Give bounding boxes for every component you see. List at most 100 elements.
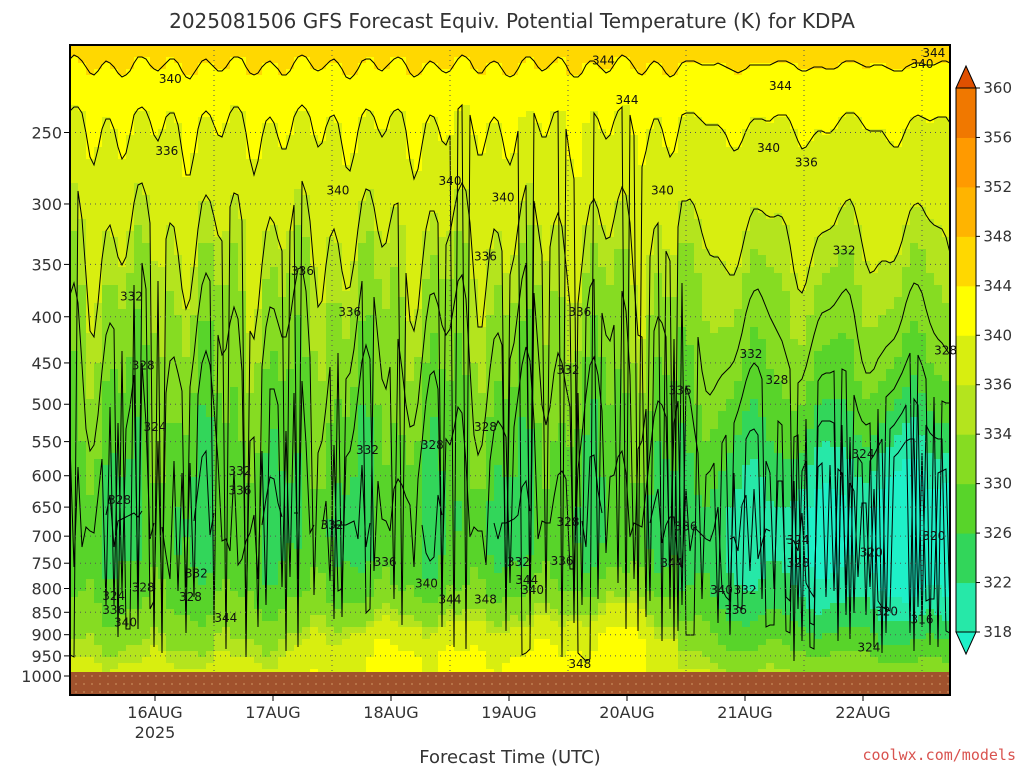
colorbar-label: 344 — [983, 277, 1012, 295]
contour-label: 340 — [651, 184, 674, 198]
colorbar-label: 326 — [983, 524, 1012, 542]
colorbar-label: 356 — [983, 128, 1012, 146]
contour-label: 344 — [214, 611, 237, 625]
contour-label: 332 — [507, 555, 530, 569]
contour-label: 340 — [159, 72, 182, 86]
contour-label: 332 — [739, 347, 762, 361]
contour-label: 340 — [114, 615, 137, 629]
colorbar: 318 322 326 330 334 336 340 344 348 352 356 360 — [955, 64, 1012, 656]
contour-label: 348 — [568, 657, 591, 671]
x-tick-sublabel: 2025 — [135, 723, 176, 742]
contour-label: 324 — [102, 589, 125, 603]
contour-label: 328 — [132, 359, 155, 373]
y-tick-label: 1000 — [21, 667, 62, 686]
x-tick-label: 21AUG — [717, 703, 772, 722]
contour-label: 320 — [860, 546, 883, 560]
colorbar-under-arrow — [955, 631, 977, 656]
contour-label: 340 — [757, 141, 780, 155]
contour-label: 344 — [592, 53, 615, 67]
contour-label: 336 — [568, 305, 591, 319]
ground-fill — [70, 672, 950, 695]
colorbar-segment — [956, 335, 976, 386]
contour-label: 336 — [669, 384, 692, 398]
y-tick-label: 950 — [31, 647, 62, 666]
colorbar-label: 360 — [983, 79, 1012, 97]
contour-label: 340 — [492, 190, 515, 204]
contour-label: 344 — [439, 593, 462, 607]
contour-label: 332 — [321, 518, 344, 532]
contour-label: 320 — [922, 529, 945, 543]
contour-label: 332 — [229, 464, 252, 478]
contour-label: 336 — [675, 520, 698, 534]
contour-label: 332 — [833, 244, 856, 258]
contour-label: 328 — [557, 515, 580, 529]
y-tick-label: 850 — [31, 603, 62, 622]
y-tick-label: 900 — [31, 626, 62, 645]
contour-label: 336 — [474, 249, 497, 263]
contour-label: 344 — [660, 556, 683, 570]
contour-label: 332 — [120, 290, 143, 304]
contour-label: 340 — [439, 174, 462, 188]
contour-label: 336 — [374, 555, 397, 569]
colorbar-label: 352 — [983, 178, 1012, 196]
contour-label: 344 — [922, 46, 945, 60]
colorbar-segment — [956, 533, 976, 584]
x-axis-label: Forecast Time (UTC) — [419, 747, 600, 768]
contour-label: 336 — [102, 603, 125, 617]
contour-label: 332 — [356, 443, 379, 457]
y-tick-label: 500 — [31, 395, 62, 414]
contour-label: 348 — [474, 593, 497, 607]
ground-layer — [70, 672, 950, 695]
contour-label: 344 — [515, 573, 538, 587]
y-tick-label: 550 — [31, 433, 62, 452]
chart-title: 2025081506 GFS Forecast Equiv. Potential… — [169, 9, 855, 33]
y-tick-label: 750 — [31, 554, 62, 573]
y-tick-label: 450 — [31, 354, 62, 373]
contour-label: 336 — [155, 144, 178, 158]
plot-frame — [69, 44, 951, 696]
contour-label: 316 — [911, 613, 934, 627]
colorbar-label: 348 — [983, 227, 1012, 245]
y-tick-label: 300 — [31, 195, 62, 214]
contour-label: 344 — [616, 93, 639, 107]
contour-label: 320 — [875, 604, 898, 618]
colorbar-segment — [956, 285, 976, 336]
x-tick-label: 18AUG — [363, 703, 418, 722]
colorbar-segment — [956, 483, 976, 534]
x-tick-label: 19AUG — [481, 703, 536, 722]
contour-label: 332 — [185, 567, 208, 581]
y-tick-label: 700 — [31, 527, 62, 546]
y-tick-label: 350 — [31, 255, 62, 274]
contour-label: 344 — [769, 79, 792, 93]
colorbar-label: 318 — [983, 623, 1012, 641]
contour-label: 328 — [132, 581, 155, 595]
contour-320 — [729, 438, 950, 612]
contour-324 — [105, 397, 950, 634]
colorbar-over-arrow — [955, 64, 977, 89]
x-tick-label: 20AUG — [599, 703, 654, 722]
contour-label: 340 — [911, 57, 934, 71]
x-tick-label: 22AUG — [835, 703, 890, 722]
contour-label: 328 — [108, 493, 131, 507]
contour-label: 328 — [934, 344, 957, 358]
contour-label: 328 — [421, 438, 444, 452]
contour-label: 328 — [765, 373, 788, 387]
grid-lines — [70, 45, 950, 672]
credit-text[interactable]: coolwx.com/models — [862, 746, 1016, 764]
y-tick-label: 400 — [31, 308, 62, 327]
contour-label: 336 — [338, 305, 361, 319]
contour-label: 324 — [787, 533, 810, 547]
colorbar-segment — [956, 236, 976, 287]
y-tick-label: 650 — [31, 498, 62, 517]
colorbar-label: 336 — [983, 376, 1012, 394]
contour-label: 336 — [551, 554, 574, 568]
colorbar-segment — [956, 384, 976, 435]
contour-336 — [70, 180, 950, 658]
colorbar-label: 340 — [983, 326, 1012, 344]
colorbar-label: 334 — [983, 425, 1012, 443]
contour-332 — [70, 262, 950, 662]
y-tick-label: 250 — [31, 123, 62, 142]
